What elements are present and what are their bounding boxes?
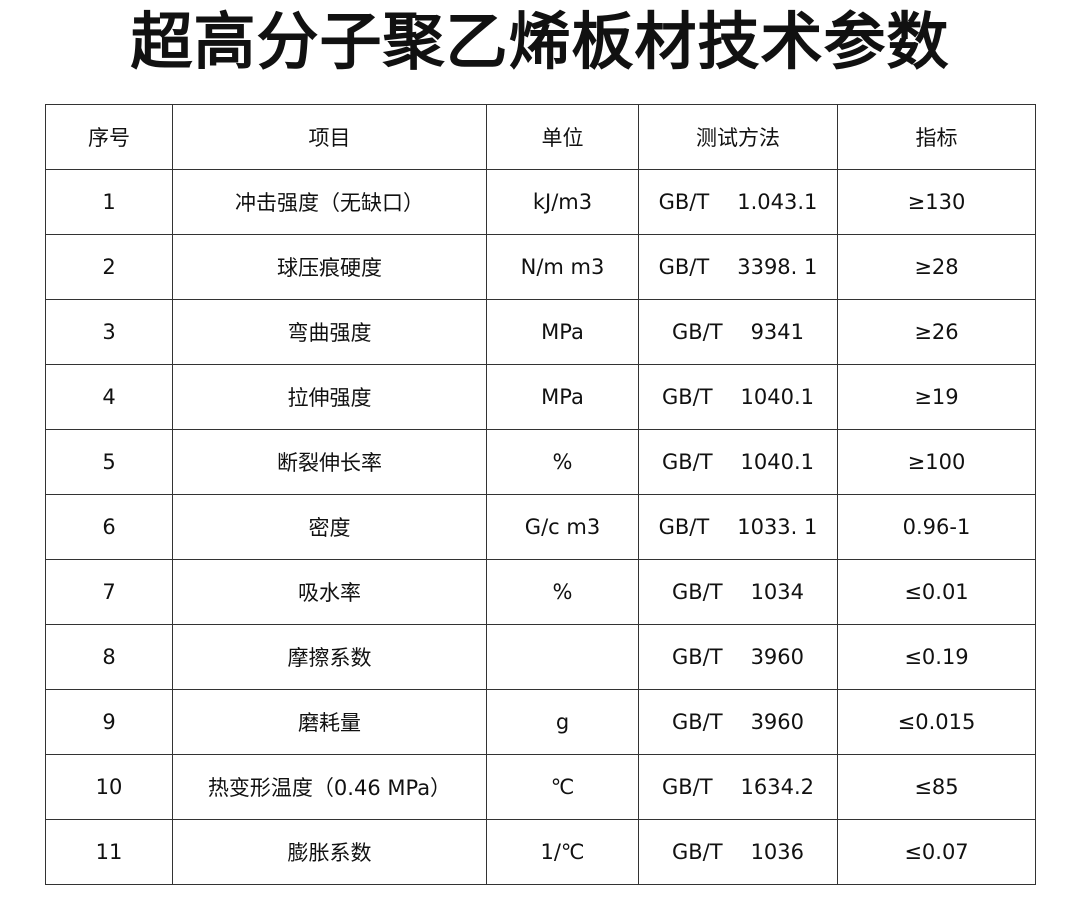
table-row: 3 弯曲强度 MPa GB/T 9341 ≥26 bbox=[45, 299, 1036, 365]
cell-no: 2 bbox=[45, 234, 173, 300]
cell-unit: % bbox=[486, 429, 639, 495]
cell-unit: N/m m3 bbox=[486, 234, 639, 300]
cell-no: 3 bbox=[45, 299, 173, 365]
table-row: 6 密度 G/c m3 GB/T 1033. 1 0.96-1 bbox=[45, 494, 1036, 560]
cell-value: ≤0.07 bbox=[837, 819, 1036, 885]
method-standard: GB/T bbox=[658, 190, 710, 214]
cell-no: 6 bbox=[45, 494, 173, 560]
table-row: 7 吸水率% GB/T 1034 ≤0.01 bbox=[45, 559, 1036, 625]
method-code: 1040.1 bbox=[740, 450, 815, 474]
method-code: 3398. 1 bbox=[737, 255, 818, 279]
cell-item: 拉伸强度 bbox=[172, 364, 487, 430]
cell-method: GB/T 1036 bbox=[638, 819, 838, 885]
cell-item: 磨耗量 bbox=[172, 689, 487, 755]
cell-value: ≤85 bbox=[837, 754, 1036, 820]
cell-item: 密度 bbox=[172, 494, 487, 560]
method-standard: GB/T bbox=[671, 580, 723, 604]
page-title: 超高分子聚乙烯板材技术参数 bbox=[130, 5, 950, 78]
table-row: 2 球压痕硬度 N/m m3 GB/T 3398. 1 ≥28 bbox=[45, 234, 1036, 300]
spec-table: 序号 项目 单位 测试方法 指标 1 冲击强度（无缺口） kJ/m3 GB/T 1.04… bbox=[45, 104, 1036, 885]
table-row: 5 断裂伸长率% GB/T 1040.1 ≥100 bbox=[45, 429, 1036, 495]
table-row: 8 摩擦系数 GB/T 3960 ≤0.19 bbox=[45, 624, 1036, 690]
cell-method: GB/T 1040.1 bbox=[638, 429, 838, 495]
method-standard: GB/T bbox=[671, 840, 723, 864]
cell-item: 吸水率 bbox=[172, 559, 487, 625]
table-header-row: 序号 项目 单位 测试方法 指标 bbox=[45, 104, 1036, 170]
method-code: 9341 bbox=[750, 320, 805, 344]
table-row: 11 膨胀系数 1/℃ GB/T 1036 ≤0.07 bbox=[45, 819, 1036, 885]
method-standard: GB/T bbox=[671, 320, 723, 344]
cell-unit: 1/℃ bbox=[486, 819, 639, 885]
cell-method: GB/T 1033. 1 bbox=[638, 494, 838, 560]
cell-unit: MPa bbox=[486, 364, 639, 430]
cell-unit: ℃ bbox=[486, 754, 639, 820]
cell-method: GB/T 1.043.1 bbox=[638, 169, 838, 235]
cell-no: 4 bbox=[45, 364, 173, 430]
cell-unit: G/c m3 bbox=[486, 494, 639, 560]
cell-method: GB/T 1034 bbox=[638, 559, 838, 625]
method-code: 1033. 1 bbox=[737, 515, 818, 539]
method-standard: GB/T bbox=[658, 255, 710, 279]
table-row: 1 冲击强度（无缺口） kJ/m3 GB/T 1.043.1 ≥130 bbox=[45, 169, 1036, 235]
cell-unit: % bbox=[486, 559, 639, 625]
table-row: 9 磨耗量 g GB/T 3960 ≤0.015 bbox=[45, 689, 1036, 755]
method-code: 1040.1 bbox=[740, 385, 815, 409]
cell-no: 10 bbox=[45, 754, 173, 820]
cell-value: ≤0.19 bbox=[837, 624, 1036, 690]
cell-method: GB/T 3960 bbox=[638, 624, 838, 690]
cell-value: ≥28 bbox=[837, 234, 1036, 300]
method-standard: GB/T bbox=[671, 645, 723, 669]
cell-method: GB/T 9341 bbox=[638, 299, 838, 365]
method-standard: GB/T bbox=[658, 515, 710, 539]
cell-no: 9 bbox=[45, 689, 173, 755]
header-method: 测试方法 bbox=[638, 104, 838, 170]
cell-value: ≥19 bbox=[837, 364, 1036, 430]
cell-unit: g bbox=[486, 689, 639, 755]
method-code: 3960 bbox=[750, 710, 805, 734]
cell-no: 8 bbox=[45, 624, 173, 690]
cell-method: GB/T 3960 bbox=[638, 689, 838, 755]
cell-value: ≥100 bbox=[837, 429, 1036, 495]
method-code: 3960 bbox=[750, 645, 805, 669]
cell-method: GB/T 3398. 1 bbox=[638, 234, 838, 300]
cell-unit bbox=[486, 624, 639, 690]
cell-value: ≥26 bbox=[837, 299, 1036, 365]
method-standard: GB/T bbox=[661, 775, 713, 799]
cell-item: 冲击强度（无缺口） bbox=[172, 169, 487, 235]
cell-item: 球压痕硬度 bbox=[172, 234, 487, 300]
method-standard: GB/T bbox=[661, 385, 713, 409]
cell-no: 5 bbox=[45, 429, 173, 495]
method-code: 1034 bbox=[750, 580, 805, 604]
header-unit: 单位 bbox=[486, 104, 639, 170]
cell-value: 0.96-1 bbox=[837, 494, 1036, 560]
cell-unit: MPa bbox=[486, 299, 639, 365]
cell-method: GB/T 1040.1 bbox=[638, 364, 838, 430]
method-code: 1634.2 bbox=[740, 775, 815, 799]
cell-item: 热变形温度（0.46 MPa） bbox=[172, 754, 487, 820]
cell-item: 断裂伸长率 bbox=[172, 429, 487, 495]
cell-method: GB/T 1634.2 bbox=[638, 754, 838, 820]
table-row: 10 热变形温度（0.46 MPa） ℃ GB/T 1634.2 ≤85 bbox=[45, 754, 1036, 820]
header-value: 指标 bbox=[837, 104, 1036, 170]
method-standard: GB/T bbox=[671, 710, 723, 734]
header-no: 序号 bbox=[45, 104, 173, 170]
cell-no: 7 bbox=[45, 559, 173, 625]
cell-no: 11 bbox=[45, 819, 173, 885]
cell-item: 膨胀系数 bbox=[172, 819, 487, 885]
table-row: 4 拉伸强度 MPa GB/T 1040.1 ≥19 bbox=[45, 364, 1036, 430]
cell-value: ≤0.01 bbox=[837, 559, 1036, 625]
method-standard: GB/T bbox=[661, 450, 713, 474]
method-code: 1036 bbox=[750, 840, 805, 864]
cell-item: 摩擦系数 bbox=[172, 624, 487, 690]
cell-value: ≥130 bbox=[837, 169, 1036, 235]
cell-value: ≤0.015 bbox=[837, 689, 1036, 755]
cell-no: 1 bbox=[45, 169, 173, 235]
cell-unit: kJ/m3 bbox=[486, 169, 639, 235]
cell-item: 弯曲强度 bbox=[172, 299, 487, 365]
method-code: 1.043.1 bbox=[737, 190, 818, 214]
header-item: 项目 bbox=[172, 104, 487, 170]
